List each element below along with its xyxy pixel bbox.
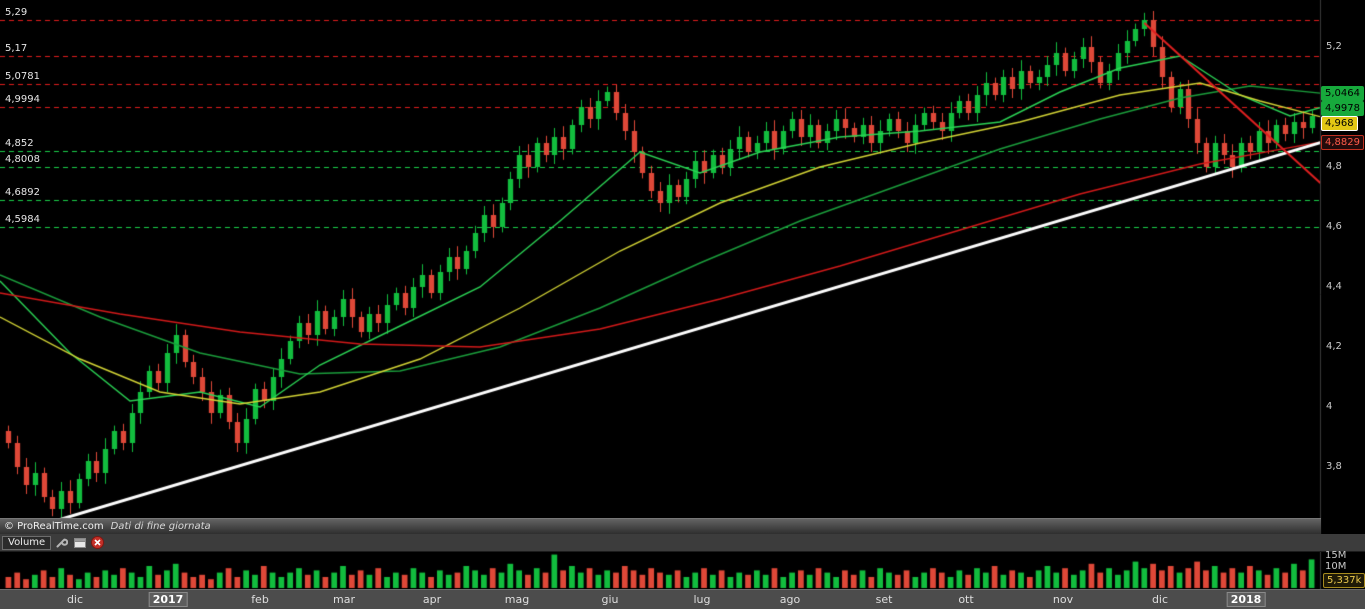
time-axis[interactable]: dic 2017 feb mar apr mag giu lug ago set ott nov dic… (0, 589, 1365, 609)
copyright-text: © ProRealTime.com (4, 521, 104, 532)
price-badge: 4,8829 (1321, 135, 1364, 151)
level-label: 5,0781 (5, 70, 40, 82)
price-tick-label: 5,2 (1326, 41, 1342, 52)
price-tick-label: 4,6 (1326, 221, 1342, 232)
time-axis-month-label: mag (504, 593, 530, 606)
volume-panel-header: Volume (0, 534, 1365, 552)
level-label: 4,5984 (5, 214, 40, 226)
price-tick-label: 3,8 (1326, 461, 1342, 472)
time-axis-month-label: ott (958, 593, 974, 606)
level-label: 5,29 (5, 7, 28, 18)
price-tick-label: 4 (1326, 401, 1333, 412)
time-axis-month-label: lug (693, 593, 711, 606)
time-axis-month-label: set (875, 593, 893, 606)
close-icon[interactable] (90, 536, 105, 550)
data-note: Dati di fine giornata (110, 521, 211, 532)
price-tick-label: 4,8 (1326, 161, 1342, 172)
price-tick-label: 4,4 (1326, 281, 1342, 292)
time-axis-month-label: feb (251, 593, 269, 606)
volume-tick-label: 15M (1325, 550, 1347, 561)
time-axis-year-label: 2018 (1226, 592, 1266, 607)
wrench-icon[interactable] (54, 536, 69, 550)
time-axis-month-label: dic (1151, 593, 1169, 606)
time-axis-month-label: nov (1052, 593, 1074, 606)
volume-indicator-button[interactable]: Volume (2, 535, 52, 550)
volume-axis[interactable]: 5,337k 15M 10M (1321, 535, 1365, 589)
price-axis[interactable]: 5,2 4,8 4,6 4,4 4,2 4 3,8 5,0464 4,9978 4,968 4,88… (1321, 0, 1365, 518)
level-label: 4,6892 (5, 187, 40, 199)
time-axis-month-label: ago (779, 593, 801, 606)
price-badge: 4,9978 (1321, 101, 1364, 117)
level-label: 5,17 (5, 43, 28, 54)
volume-last-badge: 5,337k (1323, 573, 1365, 588)
time-axis-month-label: dic (66, 593, 84, 606)
volume-tick-label: 10M (1325, 561, 1347, 572)
panel-icon[interactable] (72, 536, 87, 550)
time-axis-month-label: apr (422, 593, 442, 606)
level-label: 4,852 (5, 138, 34, 150)
time-axis-year-label: 2017 (148, 592, 188, 607)
time-axis-month-label: giu (601, 593, 619, 606)
time-axis-month-label: mar (333, 593, 355, 606)
level-label: 4,8008 (5, 153, 40, 165)
copyright-bar: © ProRealTime.com Dati di fine giornata (0, 518, 1321, 534)
price-badge: 5,0464 (1321, 86, 1364, 102)
price-badge: 4,968 (1321, 116, 1358, 132)
price-tick-label: 4,2 (1326, 341, 1342, 352)
level-label: 4,9994 (5, 94, 40, 106)
